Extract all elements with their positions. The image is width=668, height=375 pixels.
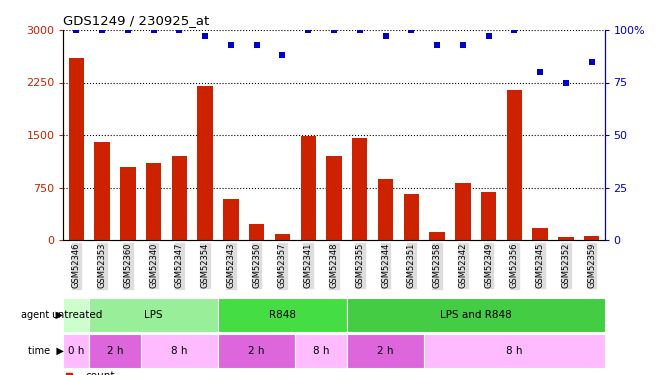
Bar [347,334,424,368]
Text: 2 h: 2 h [107,346,123,355]
Bar [403,194,419,240]
Bar [90,298,218,332]
Bar [94,142,110,240]
Text: LPS: LPS [144,310,163,320]
Point [380,33,391,39]
Bar [223,200,238,240]
Point [483,33,494,39]
Bar [558,237,574,240]
Text: untreated: untreated [51,310,102,320]
Bar [275,234,290,240]
Bar [69,58,84,240]
Bar [326,156,342,240]
Bar [532,228,548,240]
Point [587,58,597,64]
Point [303,27,313,33]
Text: 8 h: 8 h [506,346,522,355]
Point [560,80,571,86]
Point [200,33,210,39]
Bar [90,334,141,368]
Text: GDS1249 / 230925_at: GDS1249 / 230925_at [63,15,210,27]
Bar [249,224,265,240]
Bar [295,334,347,368]
Point [174,27,185,33]
Bar [63,334,90,368]
Bar [424,334,605,368]
Text: time  ▶: time ▶ [27,346,63,355]
Bar [481,192,496,240]
Text: 2 h: 2 h [377,346,393,355]
Bar [141,334,218,368]
Bar [506,90,522,240]
Point [406,27,417,33]
Text: R848: R848 [269,310,296,320]
Bar [455,183,470,240]
Bar [347,298,605,332]
Point [355,27,365,33]
Text: 0 h: 0 h [68,346,85,355]
Point [226,42,236,48]
Text: 2 h: 2 h [248,346,265,355]
Bar [352,138,367,240]
Bar [120,166,136,240]
Bar [172,156,187,240]
Point [148,27,159,33]
Point [458,42,468,48]
Bar [63,298,90,332]
Point [535,69,546,75]
Bar [430,232,445,240]
Bar [378,179,393,240]
Point [329,27,339,33]
Point [71,27,81,33]
Point [251,42,262,48]
Text: count: count [85,371,115,375]
Bar [198,86,213,240]
Text: 8 h: 8 h [313,346,329,355]
Bar [584,236,599,240]
Bar [218,298,347,332]
Text: LPS and R848: LPS and R848 [440,310,512,320]
Point [97,27,108,33]
Point [432,42,442,48]
Bar [218,334,295,368]
Point [277,52,288,58]
Bar [301,136,316,240]
Text: 8 h: 8 h [171,346,188,355]
Bar [146,163,162,240]
Point [122,27,133,33]
Text: agent  ▶: agent ▶ [21,310,63,320]
Point [509,27,520,33]
